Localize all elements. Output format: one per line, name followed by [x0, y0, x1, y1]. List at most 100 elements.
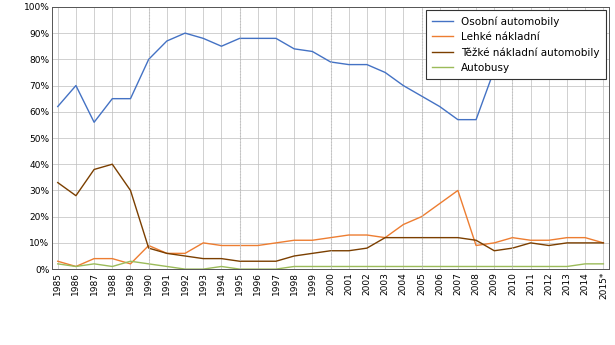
Těžké nákladní automobily	[345, 249, 352, 253]
Lehké nákladní	[218, 244, 225, 248]
Osobní automobily	[163, 39, 170, 43]
Lehké nákladní	[309, 238, 316, 242]
Těžké nákladní automobily	[218, 257, 225, 261]
Lehké nákladní	[472, 244, 480, 248]
Těžké nákladní automobily	[545, 244, 552, 248]
Osobní automobily	[363, 62, 371, 67]
Těžké nákladní automobily	[436, 236, 443, 240]
Těžké nákladní automobily	[563, 241, 571, 245]
Lehké nákladní	[90, 257, 98, 261]
Osobní automobily	[582, 70, 589, 75]
Autobusy	[72, 264, 79, 268]
Osobní automobily	[218, 44, 225, 48]
Těžké nákladní automobily	[454, 236, 462, 240]
Osobní automobily	[290, 47, 298, 51]
Lehké nákladní	[400, 223, 407, 227]
Těžké nákladní automobily	[400, 236, 407, 240]
Osobní automobily	[454, 118, 462, 122]
Lehké nákladní	[454, 188, 462, 193]
Těžké nákladní automobily	[199, 257, 207, 261]
Autobusy	[363, 264, 371, 268]
Lehké nákladní	[509, 236, 516, 240]
Lehké nákladní	[418, 215, 425, 219]
Těžké nákladní automobily	[527, 241, 534, 245]
Těžké nákladní automobily	[272, 259, 280, 263]
Autobusy	[582, 262, 589, 266]
Osobní automobily	[254, 36, 261, 40]
Lehké nákladní	[181, 251, 189, 255]
Lehké nákladní	[109, 257, 116, 261]
Těžké nákladní automobily	[236, 259, 244, 263]
Osobní automobily	[145, 57, 153, 61]
Osobní automobily	[236, 36, 244, 40]
Lehké nákladní	[545, 238, 552, 242]
Těžké nákladní automobily	[509, 246, 516, 250]
Osobní automobily	[272, 36, 280, 40]
Osobní automobily	[545, 62, 552, 67]
Autobusy	[381, 264, 389, 268]
Autobusy	[199, 267, 207, 271]
Lehké nákladní	[236, 244, 244, 248]
Autobusy	[527, 264, 534, 268]
Autobusy	[109, 264, 116, 268]
Autobusy	[545, 264, 552, 268]
Těžké nákladní automobily	[127, 188, 134, 193]
Osobní automobily	[309, 49, 316, 53]
Autobusy	[163, 264, 170, 268]
Těžké nákladní automobily	[54, 180, 62, 185]
Těžké nákladní automobily	[72, 194, 79, 198]
Osobní automobily	[527, 68, 534, 72]
Osobní automobily	[109, 97, 116, 101]
Osobní automobily	[472, 118, 480, 122]
Autobusy	[509, 264, 516, 268]
Osobní automobily	[381, 70, 389, 75]
Těžké nákladní automobily	[109, 162, 116, 166]
Lehké nákladní	[72, 264, 79, 268]
Lehké nákladní	[327, 236, 335, 240]
Autobusy	[254, 267, 261, 271]
Autobusy	[472, 264, 480, 268]
Těžké nákladní automobily	[254, 259, 261, 263]
Autobusy	[309, 264, 316, 268]
Osobní automobily	[563, 70, 571, 75]
Těžké nákladní automobily	[472, 238, 480, 242]
Autobusy	[400, 264, 407, 268]
Lehké nákladní	[600, 241, 607, 245]
Autobusy	[436, 264, 443, 268]
Autobusy	[181, 267, 189, 271]
Osobní automobily	[181, 31, 189, 35]
Osobní automobily	[600, 65, 607, 69]
Autobusy	[272, 267, 280, 271]
Těžké nákladní automobily	[309, 251, 316, 255]
Autobusy	[290, 264, 298, 268]
Lehké nákladní	[199, 241, 207, 245]
Lehké nákladní	[582, 236, 589, 240]
Lehké nákladní	[54, 259, 62, 263]
Osobní automobily	[199, 36, 207, 40]
Osobní automobily	[418, 94, 425, 98]
Těžké nákladní automobily	[491, 249, 498, 253]
Autobusy	[127, 259, 134, 263]
Osobní automobily	[436, 105, 443, 109]
Lehké nákladní	[381, 236, 389, 240]
Autobusy	[418, 264, 425, 268]
Lehké nákladní	[345, 233, 352, 237]
Těžké nákladní automobily	[181, 254, 189, 258]
Těžké nákladní automobily	[145, 246, 153, 250]
Line: Lehké nákladní: Lehké nákladní	[58, 190, 603, 266]
Osobní automobily	[345, 62, 352, 67]
Osobní automobily	[400, 83, 407, 88]
Těžké nákladní automobily	[90, 167, 98, 171]
Těžké nákladní automobily	[327, 249, 335, 253]
Autobusy	[54, 262, 62, 266]
Autobusy	[345, 264, 352, 268]
Lehké nákladní	[363, 233, 371, 237]
Autobusy	[491, 264, 498, 268]
Autobusy	[327, 264, 335, 268]
Autobusy	[145, 262, 153, 266]
Lehké nákladní	[290, 238, 298, 242]
Lehké nákladní	[436, 201, 443, 206]
Lehké nákladní	[127, 262, 134, 266]
Osobní automobily	[509, 60, 516, 64]
Těžké nákladní automobily	[381, 236, 389, 240]
